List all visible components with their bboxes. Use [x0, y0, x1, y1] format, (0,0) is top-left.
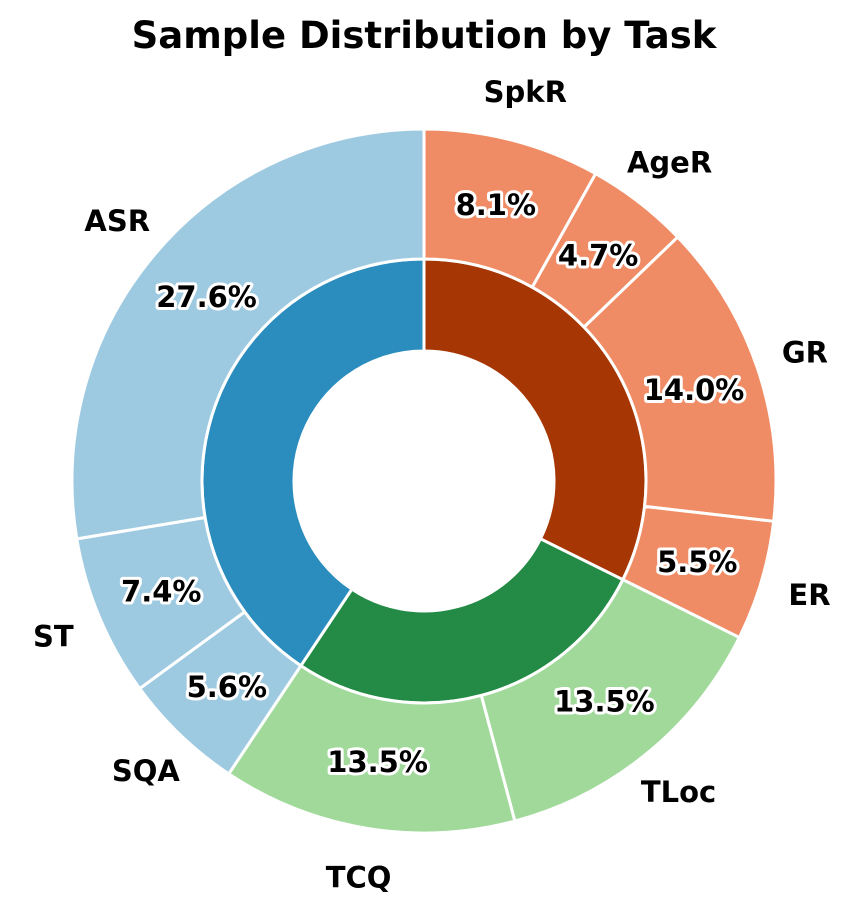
category-label: ST	[33, 620, 74, 654]
category-label: ER	[788, 578, 830, 612]
percent-label: 5.6%	[187, 670, 267, 704]
category-label: SQA	[112, 754, 181, 788]
category-label: TCQ	[326, 861, 392, 895]
percent-label: 14.0%	[644, 373, 745, 407]
percent-labels: 8.1% 4.7% 14.0% 5.5% 13.5% 13.5% 5.6% 7.4% 27.6%	[118, 185, 747, 782]
percent-label: 5.5%	[657, 545, 737, 579]
outer-wedge	[70, 127, 426, 541]
category-label: SpkR	[484, 75, 567, 109]
percent-label: 27.6%	[156, 280, 257, 314]
percent-label: 4.7%	[558, 238, 638, 272]
percent-label: 7.4%	[121, 574, 201, 608]
chart-title: Sample Distribution by Task	[132, 14, 718, 57]
percent-label: 8.1%	[456, 188, 536, 222]
category-labels: SpkR AgeR GR ER TLoc TCQ SQA ST ASR	[33, 75, 830, 895]
category-label: TLoc	[641, 775, 716, 809]
category-label: AgeR	[627, 146, 712, 180]
percent-label: 13.5%	[327, 745, 428, 779]
inner-ring	[200, 257, 648, 705]
category-label: GR	[782, 335, 828, 369]
outer-ring	[70, 127, 778, 835]
percent-label: 13.5%	[554, 685, 655, 719]
category-label: ASR	[84, 204, 150, 238]
